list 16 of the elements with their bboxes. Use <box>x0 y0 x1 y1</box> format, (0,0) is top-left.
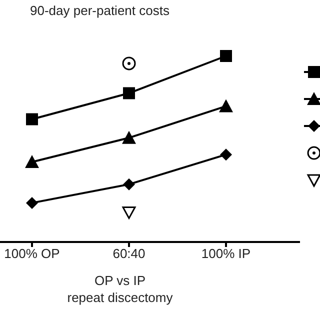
chart-title: 90-day per-patient costs <box>30 3 170 18</box>
x-axis-title: OP vs IP repeat discectomy <box>66 272 174 306</box>
point <box>220 148 232 161</box>
x-tick-label: 60:40 <box>112 246 146 262</box>
x-tick-label: 100% IP <box>201 246 251 262</box>
point <box>122 56 136 70</box>
x-tick-label: 100% OP <box>4 246 60 262</box>
point <box>26 113 38 126</box>
point <box>123 178 135 190</box>
point <box>122 206 136 219</box>
point <box>25 155 39 168</box>
point <box>26 196 38 209</box>
point <box>123 87 135 100</box>
point <box>220 50 232 62</box>
point <box>219 99 233 112</box>
point <box>122 130 136 144</box>
